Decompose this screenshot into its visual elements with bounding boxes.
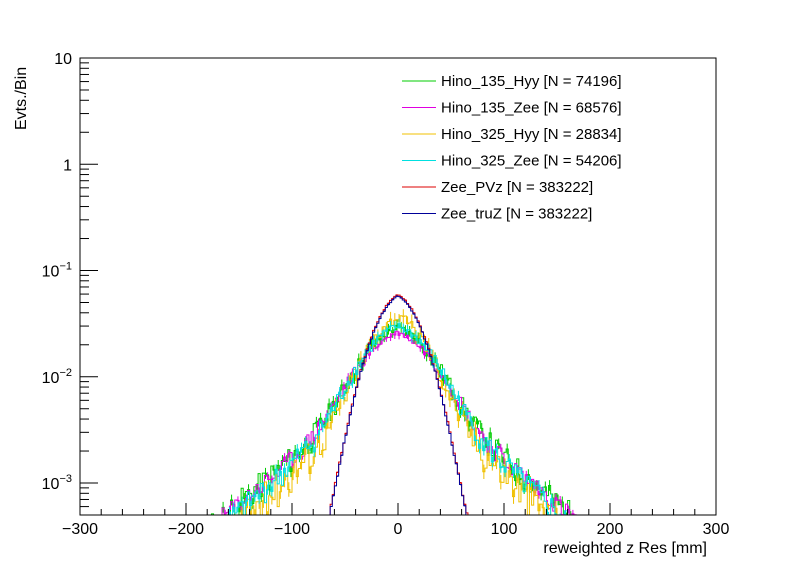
y-axis-label: Evts./Bin bbox=[13, 67, 30, 130]
legend-entry: Zee_PVz [N = 383222] bbox=[441, 179, 593, 196]
legend-entry: Hino_135_Hyy [N = 74196] bbox=[441, 73, 622, 90]
x-axis-label: reweighted z Res [mm] bbox=[543, 540, 707, 557]
y-tick-label: 1 bbox=[63, 157, 72, 174]
series-line bbox=[227, 323, 573, 515]
legend-entry: Hino_325_Zee [N = 54206] bbox=[441, 153, 622, 170]
legend-entry: Zee_truZ [N = 383222] bbox=[441, 206, 592, 223]
series-layer bbox=[210, 294, 577, 515]
x-tick-label: 0 bbox=[394, 521, 403, 538]
series-error-bars bbox=[222, 319, 572, 515]
series-line bbox=[240, 315, 558, 515]
x-tick-label: −100 bbox=[274, 521, 310, 538]
x-tick-label: −300 bbox=[62, 521, 98, 538]
series-error-bars bbox=[332, 295, 466, 507]
series-error-bars bbox=[228, 318, 565, 515]
y-tick-label: 10−2 bbox=[42, 367, 72, 387]
x-tick-label: 300 bbox=[703, 521, 730, 538]
axes-layer: −300 −200 −100 0 100 200 300 10−3 10−2 10−1 1 10 bbox=[42, 51, 730, 538]
series-line bbox=[329, 295, 469, 515]
y-tick-label: 10 bbox=[54, 51, 72, 68]
x-tick-label: 100 bbox=[491, 521, 518, 538]
x-tick-label: 200 bbox=[597, 521, 624, 538]
y-tick-label: 10−3 bbox=[42, 473, 72, 493]
legend-entry: Hino_325_Hyy [N = 28834] bbox=[441, 126, 622, 143]
series-line bbox=[327, 294, 469, 515]
legend-entry: Hino_135_Zee [N = 68576] bbox=[441, 100, 622, 117]
legend: Hino_135_Hyy [N = 74196] Hino_135_Zee [N … bbox=[402, 73, 622, 223]
x-tick-label: −200 bbox=[168, 521, 204, 538]
y-tick-label: 10−1 bbox=[42, 261, 72, 281]
